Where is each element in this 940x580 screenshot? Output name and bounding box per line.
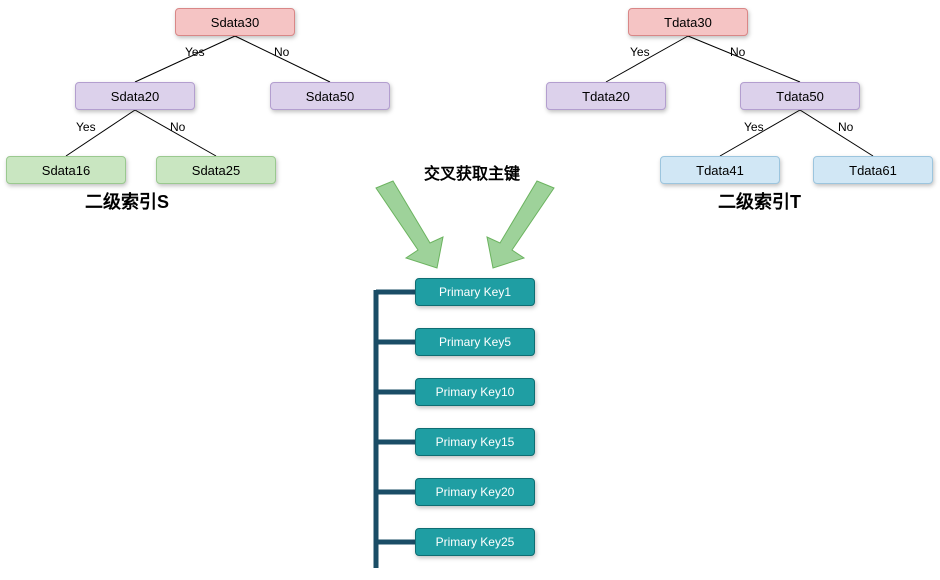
edge-s-root-left: Yes	[185, 45, 205, 59]
edge-t-right-l1: Yes	[744, 120, 764, 134]
label-sdata20: Sdata20	[111, 89, 159, 104]
edge-s-left-l2: No	[170, 120, 185, 134]
line-s-root-left	[135, 36, 235, 82]
left-tree-title: 二级索引S	[85, 188, 169, 214]
pk-item-6: Primary Key25	[415, 528, 535, 556]
arrow-right	[487, 181, 554, 268]
edge-t-right-l2: No	[838, 120, 853, 134]
label-sdata30: Sdata30	[211, 15, 259, 30]
pk-label-3: Primary Key10	[436, 385, 515, 399]
edge-s-left-l1: Yes	[76, 120, 96, 134]
pk-label-5: Primary Key20	[436, 485, 515, 499]
pk-item-3: Primary Key10	[415, 378, 535, 406]
label-tdata20: Tdata20	[582, 89, 630, 104]
pk-label-2: Primary Key5	[439, 335, 511, 349]
node-sdata16: Sdata16	[6, 156, 126, 184]
line-t-right-l2	[800, 110, 873, 156]
pk-label-4: Primary Key15	[436, 435, 515, 449]
label-sdata16: Sdata16	[42, 163, 90, 178]
pk-label-1: Primary Key1	[439, 285, 511, 299]
center-label: 交叉获取主键	[424, 160, 520, 184]
line-t-root-right	[688, 36, 800, 82]
pk-item-5: Primary Key20	[415, 478, 535, 506]
node-sdata50: Sdata50	[270, 82, 390, 110]
label-tdata61: Tdata61	[849, 163, 897, 178]
line-s-root-right	[235, 36, 330, 82]
node-sdata30: Sdata30	[175, 8, 295, 36]
label-sdata25: Sdata25	[192, 163, 240, 178]
edge-s-root-right: No	[274, 45, 289, 59]
node-tdata61: Tdata61	[813, 156, 933, 184]
node-sdata25: Sdata25	[156, 156, 276, 184]
pk-item-2: Primary Key5	[415, 328, 535, 356]
bracket	[376, 290, 415, 568]
edge-t-root-left: Yes	[630, 45, 650, 59]
line-t-root-left	[606, 36, 688, 82]
node-tdata41: Tdata41	[660, 156, 780, 184]
right-tree-title: 二级索引T	[718, 188, 801, 214]
label-sdata50: Sdata50	[306, 89, 354, 104]
pk-item-4: Primary Key15	[415, 428, 535, 456]
node-sdata20: Sdata20	[75, 82, 195, 110]
edge-t-root-right: No	[730, 45, 745, 59]
label-tdata30: Tdata30	[664, 15, 712, 30]
label-tdata50: Tdata50	[776, 89, 824, 104]
pk-item-1: Primary Key1	[415, 278, 535, 306]
node-tdata30: Tdata30	[628, 8, 748, 36]
label-tdata41: Tdata41	[696, 163, 744, 178]
pk-label-6: Primary Key25	[436, 535, 515, 549]
node-tdata20: Tdata20	[546, 82, 666, 110]
arrow-left	[376, 181, 443, 268]
node-tdata50: Tdata50	[740, 82, 860, 110]
